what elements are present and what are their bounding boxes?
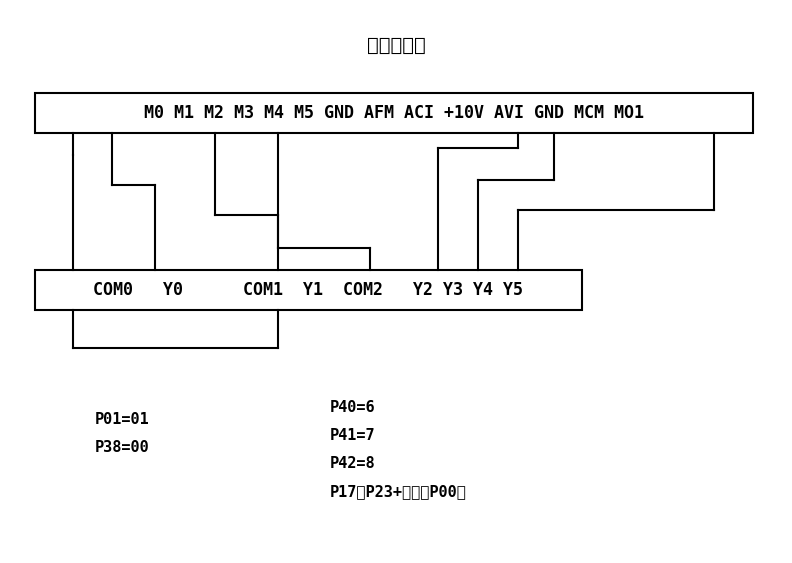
Text: 多段速功能: 多段速功能 <box>367 35 425 55</box>
Bar <box>35 93 753 133</box>
Text: P17～P23+主頻（P00）: P17～P23+主頻（P00） <box>330 485 466 499</box>
Text: P38=00: P38=00 <box>95 440 150 455</box>
Bar <box>35 270 582 310</box>
Text: P41=7: P41=7 <box>330 428 375 444</box>
Text: P40=6: P40=6 <box>330 400 375 415</box>
Text: M0 M1 M2 M3 M4 M5 GND AFM ACI +10V AVI GND MCM MO1: M0 M1 M2 M3 M4 M5 GND AFM ACI +10V AVI G… <box>144 104 644 122</box>
Text: P01=01: P01=01 <box>95 413 150 427</box>
Text: COM0   Y0      COM1  Y1  COM2   Y2 Y3 Y4 Y5: COM0 Y0 COM1 Y1 COM2 Y2 Y3 Y4 Y5 <box>93 281 524 299</box>
Text: P42=8: P42=8 <box>330 457 375 471</box>
